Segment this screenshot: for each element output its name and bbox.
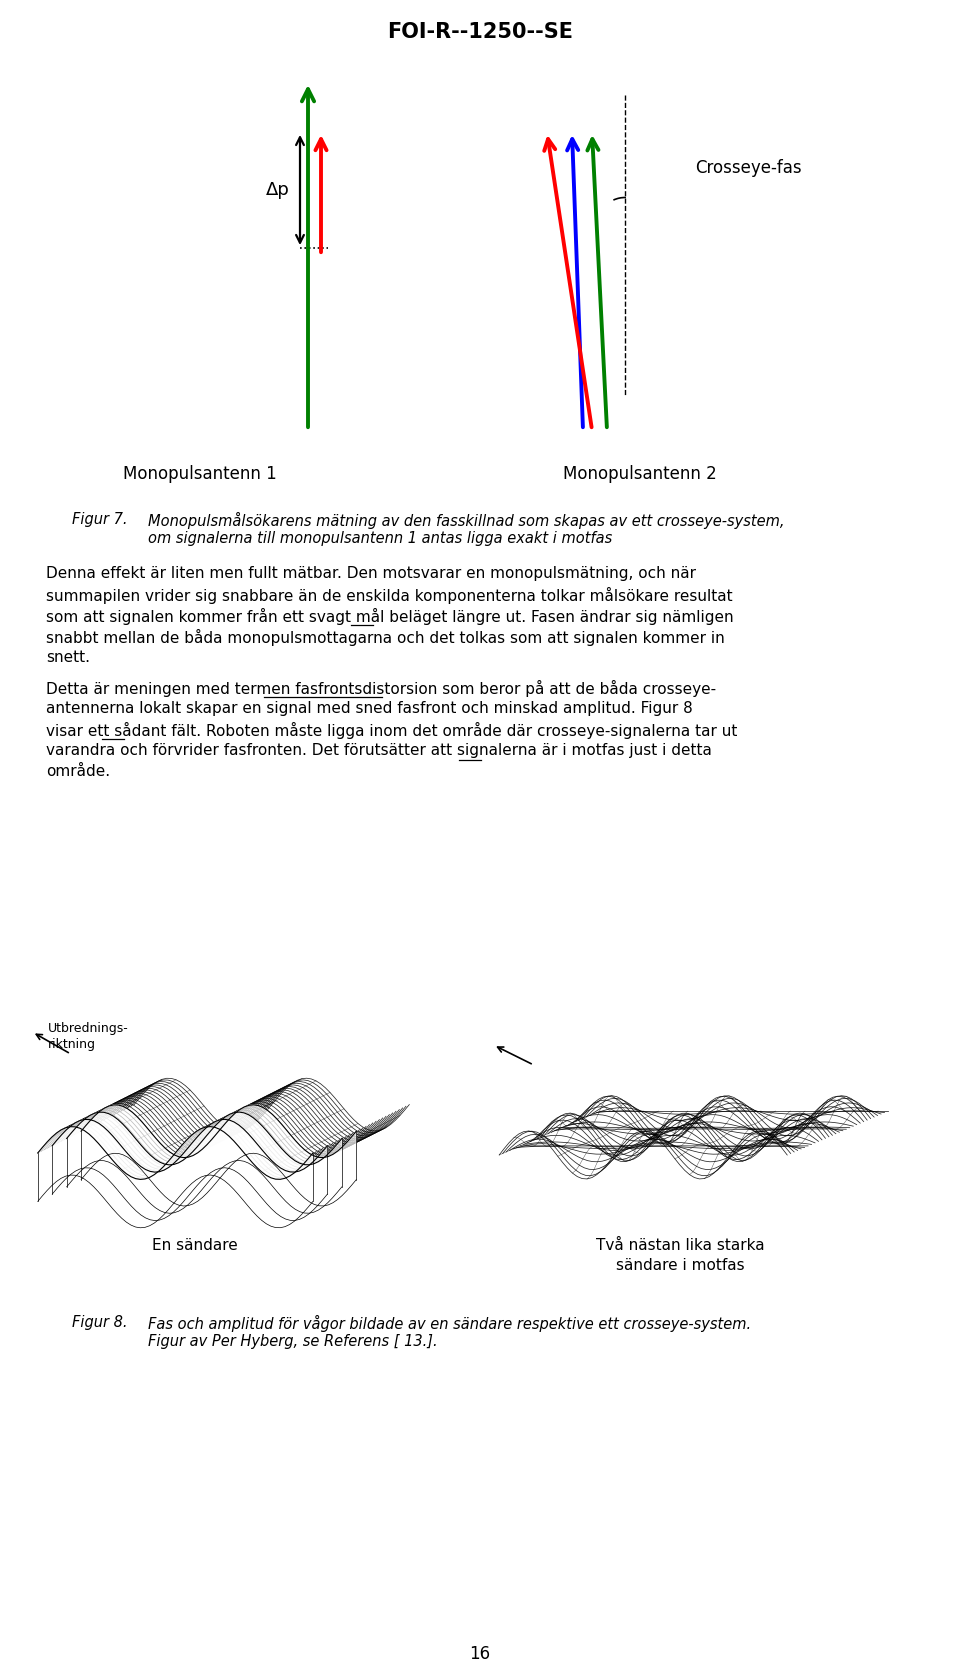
Text: Figur 8.: Figur 8. (72, 1315, 128, 1330)
Text: Figur 7.: Figur 7. (72, 512, 128, 527)
Text: Fas och amplitud för vågor bildade av en sändare respektive ett crosseye-system.: Fas och amplitud för vågor bildade av en… (148, 1315, 751, 1332)
Text: antennerna lokalt skapar en signal med sned fasfront och minskad amplitud. Figur: antennerna lokalt skapar en signal med s… (46, 701, 693, 716)
Text: Δp: Δp (266, 180, 290, 199)
Text: om signalerna till monopulsantenn 1 antas ligga exakt i motfas: om signalerna till monopulsantenn 1 anta… (148, 531, 612, 546)
Text: summapilen vrider sig snabbare än de enskilda komponenterna tolkar målsökare res: summapilen vrider sig snabbare än de ens… (46, 587, 732, 604)
Text: visar ett sådant fält. Roboten måste ligga inom det område där crosseye-signaler: visar ett sådant fält. Roboten måste lig… (46, 723, 737, 739)
Text: Monopulsantenn 2: Monopulsantenn 2 (564, 466, 717, 482)
Text: Monopulsantenn 1: Monopulsantenn 1 (123, 466, 276, 482)
Text: Figur av Per Hyberg, se Referens [ 13.].: Figur av Per Hyberg, se Referens [ 13.]. (148, 1334, 438, 1349)
Text: område.: område. (46, 764, 110, 779)
Text: Detta är meningen med termen fasfrontsdistorsion som beror på att de båda crosse: Detta är meningen med termen fasfrontsdi… (46, 679, 716, 698)
Text: Utbrednings-
riktning: Utbrednings- riktning (48, 1021, 129, 1051)
Text: som att signalen kommer från ett svagt mål beläget längre ut. Fasen ändrar sig n: som att signalen kommer från ett svagt m… (46, 608, 733, 624)
Polygon shape (52, 1120, 327, 1220)
Text: snabbt mellan de båda monopulsmottagarna och det tolkas som att signalen kommer : snabbt mellan de båda monopulsmottagarna… (46, 629, 725, 646)
Text: Monopulsmålsökarens mätning av den fasskillnad som skapas av ett crosseye-system: Monopulsmålsökarens mätning av den fassk… (148, 512, 784, 529)
Text: 16: 16 (469, 1646, 491, 1662)
Polygon shape (81, 1105, 356, 1207)
Text: snett.: snett. (46, 649, 90, 664)
Text: Två nästan lika starka
sändare i motfas: Två nästan lika starka sändare i motfas (596, 1238, 764, 1273)
Polygon shape (37, 1127, 313, 1228)
Polygon shape (66, 1112, 342, 1213)
Text: Denna effekt är liten men fullt mätbar. Den motsvarar en monopulsmätning, och nä: Denna effekt är liten men fullt mätbar. … (46, 566, 696, 581)
Text: varandra och förvrider fasfronten. Det förutsätter att signalerna är i motfas ju: varandra och förvrider fasfronten. Det f… (46, 743, 712, 758)
Text: Crosseye-fas: Crosseye-fas (695, 159, 802, 177)
Text: En sändare: En sändare (152, 1238, 238, 1253)
Text: FOI-R--1250--SE: FOI-R--1250--SE (387, 22, 573, 42)
